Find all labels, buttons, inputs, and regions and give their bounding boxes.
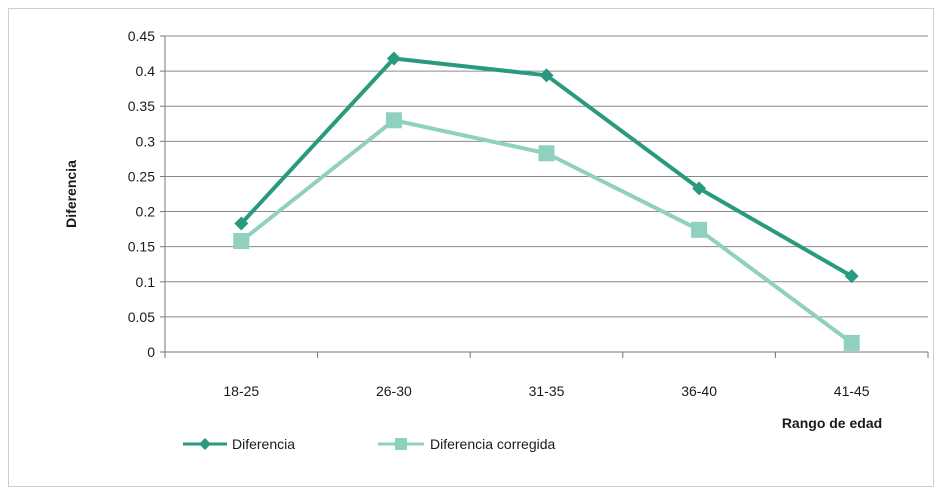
legend: Diferencia Diferencia corregida — [183, 436, 555, 452]
axes — [164, 36, 928, 353]
gridlines — [160, 35, 928, 353]
y-tick-label: 0.1 — [136, 274, 156, 290]
y-tick-label: 0.4 — [136, 63, 156, 79]
x-tick-label: 36-40 — [681, 383, 717, 399]
legend-marker-diamond — [199, 438, 211, 450]
y-tick-label: 0.15 — [128, 239, 155, 255]
y-tick-label: 0.35 — [128, 98, 155, 114]
series-diferencia — [234, 51, 859, 284]
y-tick-label: 0.2 — [136, 204, 156, 220]
x-tick-label: 18-25 — [223, 383, 259, 399]
series-diferencia-corregida — [233, 112, 860, 351]
data-point-square — [538, 145, 555, 162]
legend-label-diferencia: Diferencia — [232, 436, 295, 452]
y-tick-label: 0.3 — [136, 133, 156, 149]
data-point-diamond — [234, 216, 249, 231]
data-point-square — [385, 112, 402, 129]
data-point-square — [843, 334, 860, 351]
x-tick-label: 31-35 — [529, 383, 565, 399]
data-point-square — [691, 221, 708, 238]
data-point-diamond — [539, 68, 554, 83]
data-point-diamond — [844, 269, 859, 284]
legend-marker-square — [395, 438, 407, 450]
data-point-diamond — [386, 51, 401, 66]
legend-item-diferencia-corregida: Diferencia corregida — [378, 436, 555, 452]
y-tick-labels: 0 0.05 0.1 0.15 0.2 0.25 0.3 0.35 0.4 0.45 — [128, 28, 155, 360]
y-tick-label: 0.05 — [128, 309, 155, 325]
legend-label-diferencia-corregida: Diferencia corregida — [430, 436, 555, 452]
legend-item-diferencia: Diferencia — [183, 436, 295, 452]
x-axis-title: Rango de edad — [782, 415, 882, 431]
data-point-diamond — [692, 181, 707, 196]
y-tick-label: 0.25 — [128, 168, 155, 184]
chart-container — [8, 8, 934, 487]
x-tick-labels: 18-25 26-30 31-35 36-40 41-45 — [164, 352, 929, 399]
data-point-square — [233, 233, 250, 250]
y-tick-label: 0.45 — [128, 28, 155, 44]
x-tick-label: 41-45 — [834, 383, 870, 399]
series-layer — [233, 51, 860, 351]
y-tick-label: 0 — [147, 344, 155, 360]
y-axis-title: Diferencia — [63, 160, 79, 228]
x-tick-label: 26-30 — [376, 383, 412, 399]
